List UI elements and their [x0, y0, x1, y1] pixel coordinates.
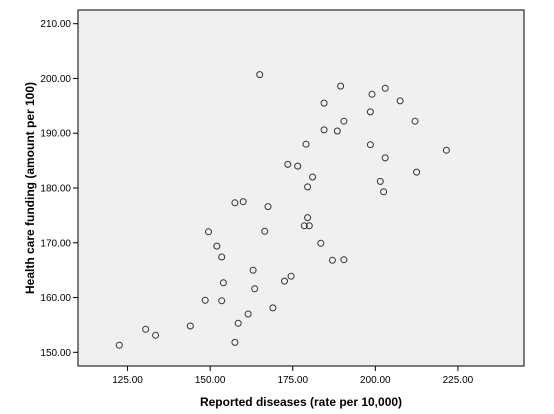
data-point	[201, 296, 209, 304]
data-point	[380, 188, 388, 196]
data-points	[115, 71, 450, 349]
y-axis-title: Health care funding (amount per 100)	[23, 82, 37, 294]
data-point	[239, 198, 247, 206]
data-point	[205, 228, 212, 236]
data-point	[302, 140, 310, 148]
data-point	[294, 162, 302, 170]
data-point	[368, 90, 376, 98]
data-point	[317, 239, 325, 247]
data-point	[244, 310, 252, 318]
data-point	[328, 256, 336, 264]
data-point	[256, 71, 264, 79]
data-point	[305, 222, 313, 230]
y-tick-label: 180.00	[40, 184, 71, 195]
data-point	[381, 84, 389, 92]
data-point	[287, 272, 295, 280]
data-point	[269, 304, 277, 312]
data-point	[234, 319, 242, 327]
data-point	[337, 82, 345, 90]
y-tick-label: 170.00	[40, 238, 71, 249]
plot-frame	[77, 9, 525, 367]
data-point	[264, 203, 272, 211]
y-tick-label: 160.00	[40, 293, 71, 304]
data-point	[320, 126, 328, 134]
y-tick-label: 190.00	[40, 129, 71, 140]
data-point	[281, 277, 288, 285]
y-tick-label: 150.00	[40, 348, 71, 359]
data-point	[340, 117, 348, 125]
x-tick-label: 175.00	[277, 375, 308, 386]
x-tick-label: 150.00	[195, 375, 226, 386]
data-point	[261, 227, 269, 235]
data-point	[115, 341, 123, 349]
data-point	[333, 127, 341, 135]
data-point	[304, 214, 312, 222]
data-point	[218, 297, 226, 305]
y-tick-label: 200.00	[40, 74, 71, 85]
data-point	[366, 141, 374, 149]
data-point	[304, 183, 312, 191]
data-point	[186, 322, 194, 330]
data-point	[340, 256, 348, 264]
data-point	[320, 99, 328, 107]
data-point	[442, 146, 450, 154]
x-tick-label: 125.00	[112, 375, 143, 386]
data-point	[218, 253, 226, 261]
data-point	[366, 108, 374, 116]
data-point	[251, 285, 259, 293]
data-point	[396, 97, 404, 105]
data-point	[381, 154, 389, 162]
data-point	[219, 279, 227, 287]
data-point	[300, 222, 308, 230]
data-point	[142, 325, 150, 333]
data-point	[213, 242, 221, 250]
x-axis-ticks: 125.00 150.00 175.00 200.00 225.00	[112, 366, 474, 386]
x-axis-title: Reported diseases (rate per 10,000)	[200, 395, 402, 409]
data-point	[284, 160, 292, 168]
x-tick-label: 225.00	[443, 375, 474, 386]
plot-area	[78, 10, 524, 366]
data-point	[152, 331, 160, 339]
data-point	[376, 177, 384, 185]
data-point	[309, 173, 317, 181]
data-point	[413, 168, 421, 176]
data-point	[249, 266, 257, 274]
x-tick-label: 200.00	[360, 375, 391, 386]
y-tick-label: 210.00	[40, 19, 71, 30]
y-axis-ticks: 150.00 160.00 170.00 180.00 190.00 200.00 210.…	[40, 19, 78, 359]
data-point	[411, 117, 419, 125]
data-point	[231, 199, 239, 207]
data-point	[231, 338, 239, 346]
